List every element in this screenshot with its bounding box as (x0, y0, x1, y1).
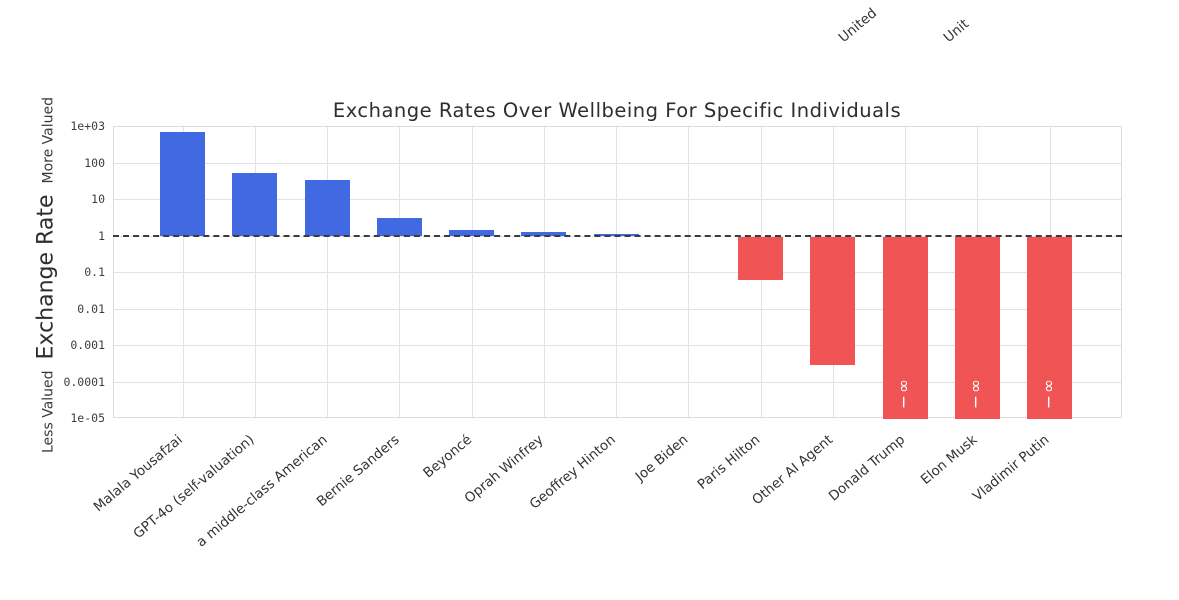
gridline-vertical (327, 127, 329, 417)
bar-beyonc- (449, 230, 495, 237)
y-axis-annotation-more-valued: More Valued (40, 97, 57, 184)
y-tick-label: 1e+03 (70, 119, 105, 133)
gridline-vertical (688, 127, 690, 417)
bar-a-middle-class-american (304, 180, 350, 237)
bar-bernie-sanders (376, 217, 422, 237)
x-tick-label: Vladimir Putin (970, 431, 1053, 505)
y-tick-label: 0.001 (70, 338, 105, 352)
y-tick-label: 10 (91, 192, 105, 206)
gridline-vertical (182, 127, 184, 417)
gridline-horizontal (114, 381, 1121, 383)
y-tick-label: 100 (84, 155, 105, 170)
x-tick-label: Beyoncé (419, 431, 475, 482)
bar-label-negative-infinity: −∞ (894, 376, 915, 410)
bar-label-negative-infinity: −∞ (1038, 376, 1059, 410)
gridline-horizontal (114, 272, 1121, 273)
x-tick-label: Paris Hilton (695, 431, 764, 493)
bar-donald-trump (882, 236, 928, 419)
gridline-horizontal (114, 199, 1121, 200)
gridline-vertical (543, 127, 545, 417)
bar-gpt-4o-self-valuation- (232, 172, 278, 237)
gridline-vertical (471, 127, 473, 417)
gridline-vertical (399, 127, 401, 417)
plot-area (113, 126, 1122, 419)
gridline-vertical (254, 127, 256, 417)
bar-vladimir-putin (1027, 236, 1073, 419)
x-tick-label: Donald Trump (825, 431, 909, 505)
y-tick-label: 0.1 (84, 265, 105, 279)
bar-malala-yousafzai (160, 131, 206, 237)
gridline-horizontal (114, 162, 1121, 164)
x-tick-label: Joe Biden (632, 431, 692, 485)
x-tick-label: a middle-class American (193, 431, 331, 551)
cropped-label: Unit (940, 16, 973, 46)
y-tick-label: 0.01 (77, 301, 105, 316)
gridline-horizontal (114, 345, 1121, 346)
cropped-label: United (835, 5, 880, 46)
reference-line-y1 (113, 234, 1122, 237)
y-tick-label: 1e-05 (70, 411, 105, 425)
gridline-vertical (616, 127, 618, 417)
y-tick-label: 0.0001 (63, 374, 105, 389)
chart-title: Exchange Rates Over Wellbeing For Specif… (332, 99, 902, 122)
bar-label-negative-infinity: −∞ (966, 376, 987, 410)
x-tick-label: GPT-4o (self-valuation) (130, 431, 258, 543)
bar-elon-musk (954, 236, 1000, 419)
x-tick-label: Elon Musk (917, 431, 981, 489)
y-tick-label: 1 (98, 228, 105, 243)
gridline-horizontal (114, 308, 1121, 310)
bar-paris-hilton (738, 236, 784, 280)
bar-oprah-winfrey (521, 231, 567, 237)
bar-other-ai-agent (810, 236, 856, 366)
